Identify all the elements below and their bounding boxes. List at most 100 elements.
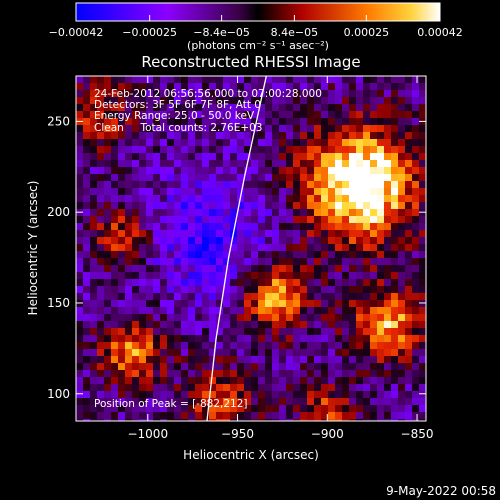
heatmap-cell bbox=[244, 174, 251, 181]
heatmap-cell bbox=[83, 153, 90, 160]
heatmap-cell bbox=[300, 272, 307, 279]
heatmap-cell bbox=[76, 251, 83, 258]
heatmap-cell bbox=[342, 118, 349, 125]
heatmap-cell bbox=[342, 251, 349, 258]
heatmap-cell bbox=[391, 279, 398, 286]
heatmap-cell bbox=[349, 104, 356, 111]
heatmap-cell bbox=[202, 132, 209, 139]
heatmap-cell bbox=[335, 139, 342, 146]
heatmap-cell bbox=[349, 195, 356, 202]
heatmap-cell bbox=[356, 132, 363, 139]
heatmap-cell bbox=[209, 419, 216, 421]
heatmap-cell bbox=[132, 174, 139, 181]
heatmap-cell bbox=[272, 314, 279, 321]
heatmap-cell bbox=[342, 314, 349, 321]
heatmap-cell bbox=[272, 265, 279, 272]
heatmap-cell bbox=[244, 356, 251, 363]
heatmap-cell bbox=[370, 370, 377, 377]
heatmap-cell bbox=[398, 356, 405, 363]
heatmap-cell bbox=[412, 272, 419, 279]
heatmap-cell bbox=[174, 349, 181, 356]
heatmap-cell bbox=[188, 419, 195, 421]
heatmap-cell bbox=[111, 139, 118, 146]
heatmap-cell bbox=[216, 223, 223, 230]
heatmap-cell bbox=[391, 237, 398, 244]
heatmap-cell bbox=[342, 300, 349, 307]
heatmap-cell bbox=[90, 419, 97, 421]
heatmap-cell bbox=[90, 153, 97, 160]
heatmap-cell bbox=[76, 104, 83, 111]
heatmap-cell bbox=[118, 83, 125, 90]
heatmap-cell bbox=[258, 314, 265, 321]
heatmap-cell bbox=[405, 167, 412, 174]
heatmap-cell bbox=[153, 279, 160, 286]
heatmap-cell bbox=[76, 363, 83, 370]
heatmap-cell bbox=[181, 377, 188, 384]
heatmap-cell bbox=[244, 244, 251, 251]
heatmap-cell bbox=[419, 174, 426, 181]
heatmap-cell bbox=[377, 272, 384, 279]
heatmap-cell bbox=[265, 90, 272, 97]
heatmap-cell bbox=[216, 272, 223, 279]
heatmap-cell bbox=[76, 300, 83, 307]
heatmap-cell bbox=[244, 335, 251, 342]
heatmap-cell bbox=[286, 300, 293, 307]
heatmap-cell bbox=[244, 314, 251, 321]
heatmap-cell bbox=[174, 160, 181, 167]
heatmap-cell bbox=[244, 251, 251, 258]
heatmap-cell bbox=[328, 377, 335, 384]
heatmap-cell bbox=[104, 174, 111, 181]
heatmap-cell bbox=[279, 174, 286, 181]
heatmap-cell bbox=[384, 328, 391, 335]
heatmap-cell bbox=[118, 139, 125, 146]
heatmap-cell bbox=[293, 139, 300, 146]
heatmap-cell bbox=[307, 237, 314, 244]
heatmap-cell bbox=[349, 181, 356, 188]
heatmap-cell bbox=[90, 90, 97, 97]
heatmap-cell bbox=[97, 139, 104, 146]
heatmap-cell bbox=[405, 391, 412, 398]
heatmap-cell bbox=[342, 83, 349, 90]
heatmap-cell bbox=[293, 202, 300, 209]
colorbar-ticks: −0.00042 −0.00025 −8.4e−05 8.4e−05 0.00025 0.… bbox=[49, 15, 463, 39]
heatmap-cell bbox=[251, 370, 258, 377]
heatmap-cell bbox=[335, 342, 342, 349]
heatmap-cell bbox=[111, 230, 118, 237]
heatmap-cell bbox=[279, 104, 286, 111]
heatmap-cell bbox=[384, 174, 391, 181]
heatmap-cell bbox=[356, 377, 363, 384]
heatmap-cell bbox=[146, 321, 153, 328]
heatmap-cell bbox=[398, 188, 405, 195]
heatmap-cell bbox=[293, 104, 300, 111]
heatmap-cell bbox=[104, 167, 111, 174]
heatmap-cell bbox=[118, 237, 125, 244]
heatmap-cell bbox=[279, 286, 286, 293]
heatmap-cell bbox=[251, 356, 258, 363]
heatmap-cell bbox=[279, 125, 286, 132]
heatmap-cell bbox=[321, 216, 328, 223]
heatmap-cell bbox=[398, 300, 405, 307]
heatmap-cell bbox=[370, 321, 377, 328]
heatmap-cell bbox=[279, 132, 286, 139]
heatmap-cell bbox=[90, 265, 97, 272]
heatmap-cell bbox=[216, 412, 223, 419]
heatmap-cell bbox=[279, 356, 286, 363]
heatmap-cell bbox=[272, 209, 279, 216]
heatmap-cell bbox=[265, 377, 272, 384]
heatmap-cell bbox=[167, 307, 174, 314]
heatmap-cell bbox=[286, 265, 293, 272]
heatmap-cell bbox=[76, 384, 83, 391]
heatmap-cell bbox=[237, 216, 244, 223]
heatmap-cell bbox=[265, 209, 272, 216]
heatmap-cell bbox=[363, 405, 370, 412]
heatmap-cell bbox=[132, 314, 139, 321]
heatmap-cell bbox=[83, 167, 90, 174]
heatmap-cell bbox=[265, 356, 272, 363]
heatmap-cell bbox=[167, 272, 174, 279]
heatmap-cell bbox=[216, 279, 223, 286]
heatmap-cell bbox=[195, 181, 202, 188]
heatmap-cell bbox=[398, 293, 405, 300]
heatmap-cell bbox=[76, 181, 83, 188]
heatmap-cell bbox=[398, 146, 405, 153]
heatmap-cell bbox=[209, 216, 216, 223]
